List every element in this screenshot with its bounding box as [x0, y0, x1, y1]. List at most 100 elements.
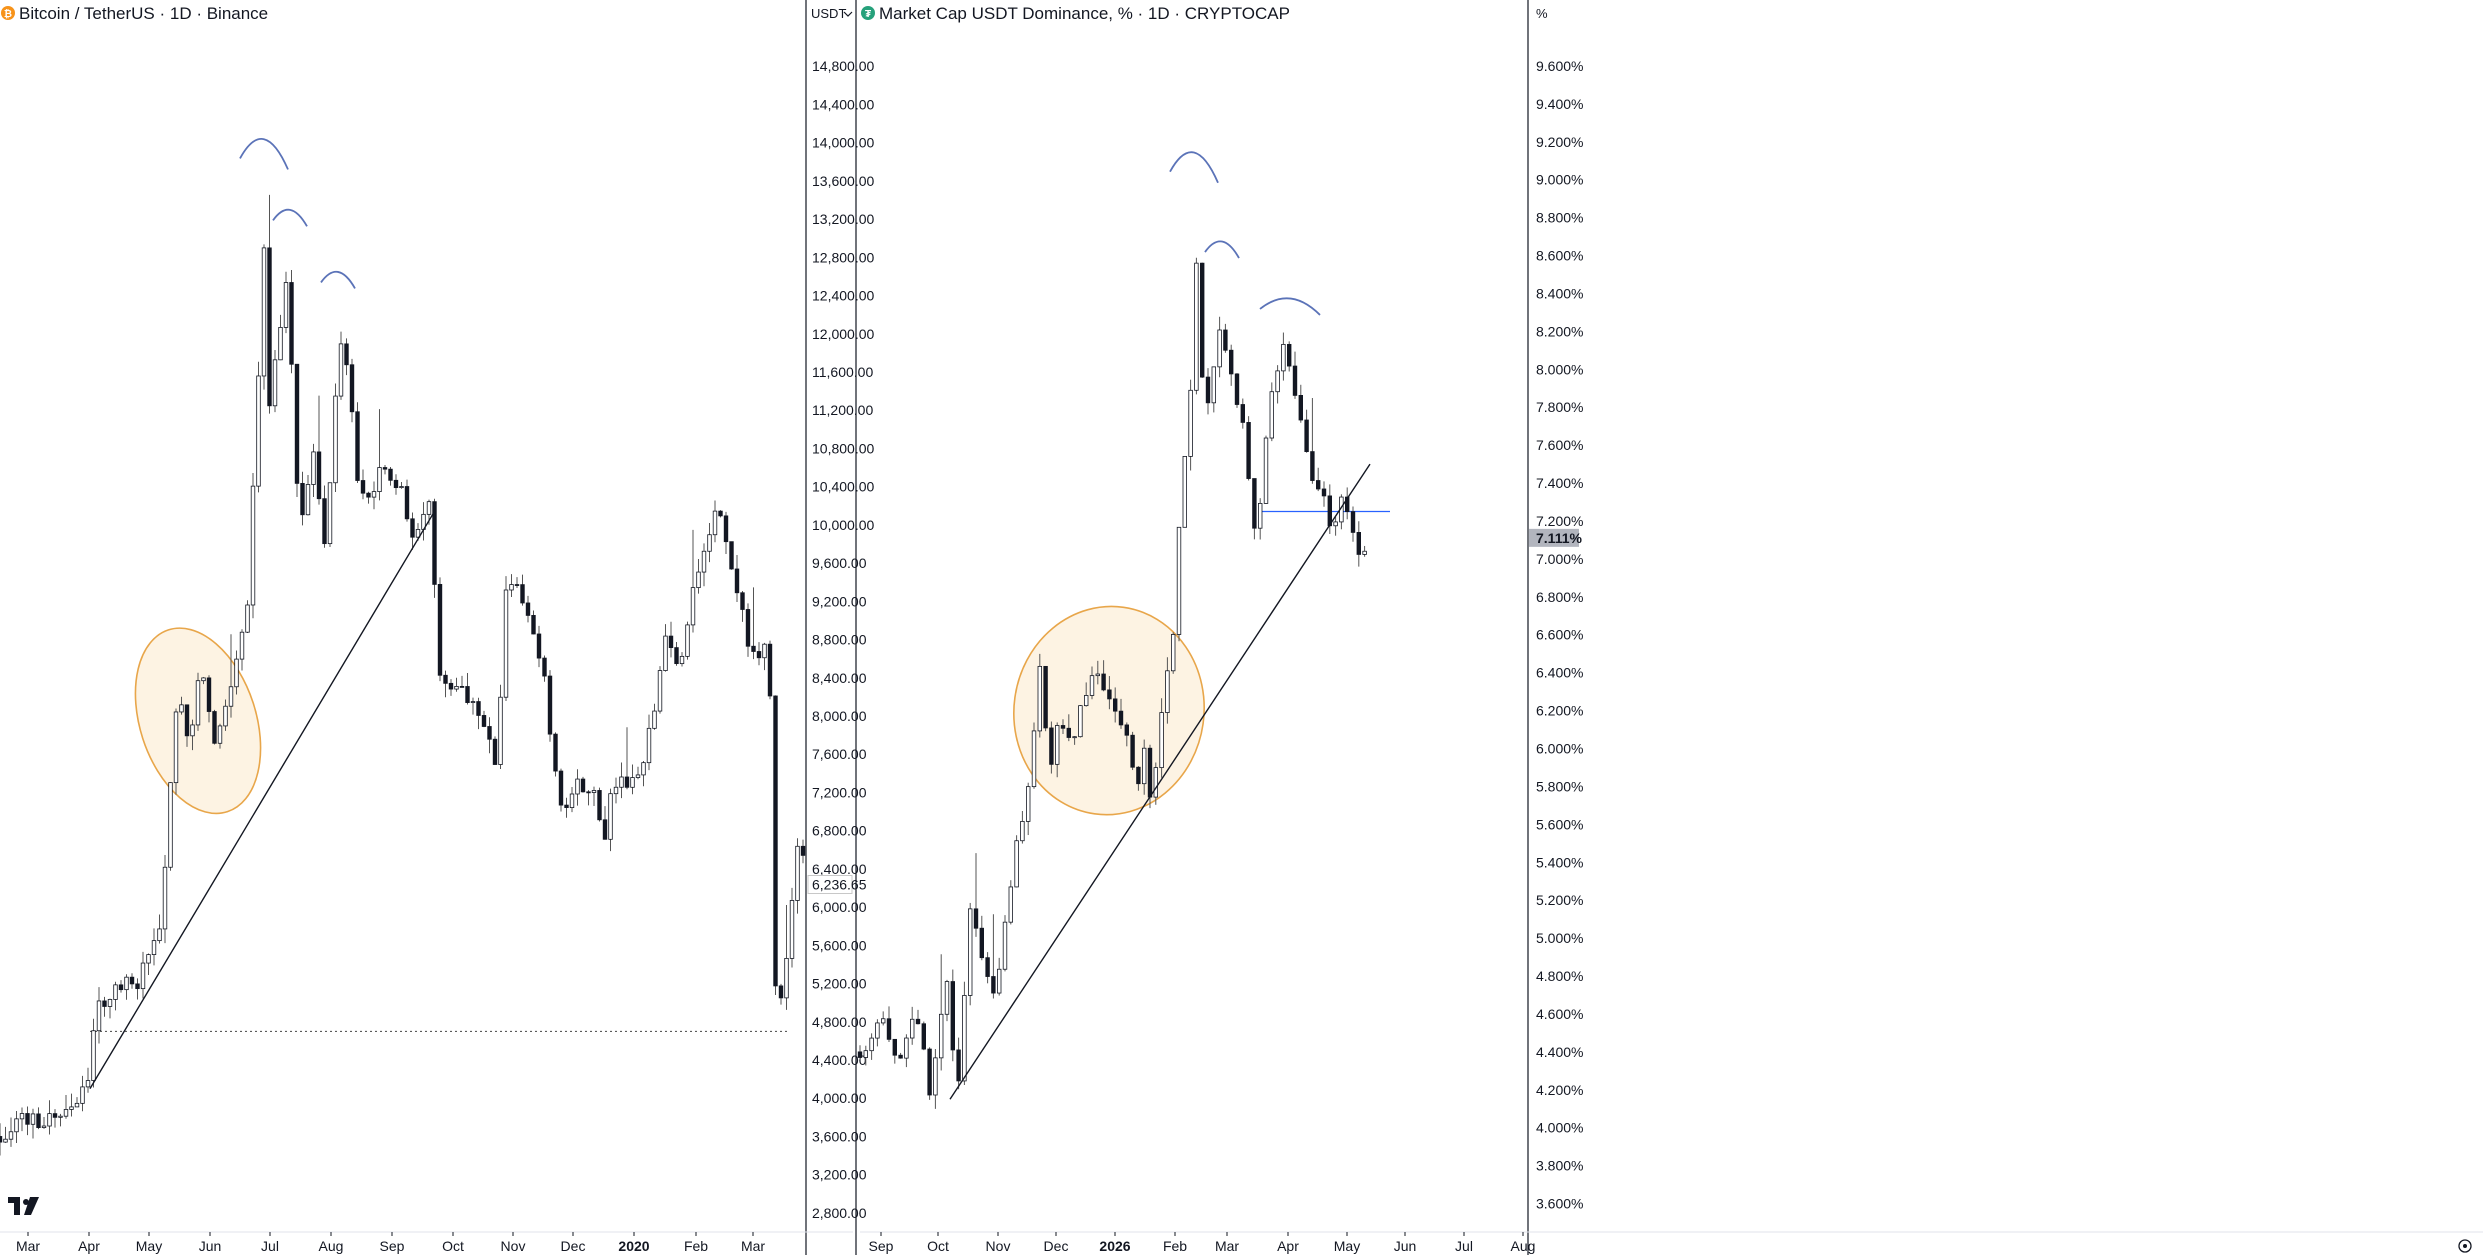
peak-arc[interactable] — [1169, 151, 1219, 184]
candle-body — [745, 609, 751, 647]
candle-body — [1147, 747, 1153, 798]
x-tick-label: Jul — [1455, 1238, 1473, 1254]
last-price-box — [1529, 528, 1579, 547]
peak-arc[interactable] — [272, 208, 308, 227]
gear-icon[interactable] — [2458, 1239, 2472, 1253]
candle-body — [1240, 404, 1245, 423]
candle-body — [1031, 730, 1037, 788]
candle-body — [921, 1023, 926, 1050]
y-tick-label: 12,000.00 — [812, 326, 874, 342]
y-tick-label: 6.800% — [1536, 589, 1583, 605]
candle-body — [1234, 373, 1240, 405]
candle-body — [289, 282, 294, 365]
chart-title[interactable]: Bitcoin / TetherUS · 1D · Binance — [19, 4, 268, 23]
candle-body — [718, 510, 723, 517]
candle-body — [1321, 488, 1327, 497]
usdt-dominance-chart-panel[interactable]: 3.600% 3.800% 4.000% 4.200% 4.400% 4.600% 4.80… — [857, 0, 2483, 1255]
candle-body — [784, 957, 789, 999]
candle-body — [1142, 747, 1147, 785]
candle-body — [564, 804, 569, 808]
highlight-ellipse[interactable] — [1000, 594, 1217, 827]
y-tick-label: 5,600.00 — [812, 937, 867, 953]
candle-body — [19, 1113, 25, 1120]
candle-body — [415, 529, 421, 538]
candle-body — [1124, 724, 1129, 736]
candle-body — [212, 711, 217, 744]
currency-unit[interactable]: USDT — [811, 6, 846, 21]
candle-body — [668, 635, 674, 649]
candle-body — [712, 510, 718, 536]
candle-body — [437, 584, 443, 676]
candle-body — [140, 962, 146, 990]
trendline[interactable] — [949, 463, 1371, 1100]
peak-arc[interactable] — [1259, 297, 1321, 316]
candle-body — [875, 1022, 880, 1039]
x-tick-label: Aug — [1511, 1238, 1536, 1254]
y-tick-label: 13,200.00 — [812, 211, 874, 227]
y-tick-label: 5.400% — [1536, 854, 1583, 870]
candle-body — [553, 733, 558, 772]
candle-body — [795, 845, 800, 901]
candle-body — [1327, 495, 1332, 527]
candle-body — [1107, 689, 1112, 700]
x-tick-label: May — [136, 1238, 162, 1254]
y-tick-label: 2,800.00 — [812, 1205, 867, 1221]
candle-body — [1246, 422, 1251, 479]
candle-body — [857, 1051, 863, 1058]
candle-body — [690, 587, 696, 626]
candle-body — [250, 485, 256, 606]
candle-body — [1287, 343, 1292, 367]
candle-body — [1205, 376, 1211, 404]
last-price-box — [807, 874, 853, 894]
candle-body — [927, 1048, 932, 1096]
peak-arc[interactable] — [320, 271, 356, 289]
y-tick-label: 4.200% — [1536, 1082, 1583, 1098]
candle-body — [426, 501, 432, 515]
candle-body — [69, 1106, 74, 1110]
candle-body — [228, 686, 234, 707]
candle-body — [514, 584, 520, 586]
candle-body — [327, 482, 333, 545]
candle-body — [300, 482, 305, 516]
y-tick-label: 14,800.00 — [812, 58, 874, 74]
y-tick-label: 5.800% — [1536, 778, 1583, 794]
peak-arc[interactable] — [1204, 240, 1240, 259]
chevron-down-icon[interactable] — [843, 11, 853, 17]
y-tick-label: 7.600% — [1536, 437, 1583, 453]
candle-body — [869, 1037, 874, 1052]
candle-body — [245, 604, 250, 633]
x-tick-label: Mar — [1215, 1238, 1239, 1254]
candle-body — [1304, 419, 1309, 452]
candle-body — [195, 680, 201, 726]
candle-body — [80, 1086, 85, 1104]
candle-body — [1089, 675, 1095, 696]
y-tick-label: 6.000% — [1536, 741, 1583, 757]
candle-body — [674, 647, 679, 665]
trendline[interactable] — [89, 510, 436, 1090]
x-tick-label: Feb — [684, 1238, 708, 1254]
y-tick-label: 3,200.00 — [812, 1167, 867, 1183]
candle-body — [892, 1038, 897, 1056]
y-tick-label: 9,200.00 — [812, 593, 867, 609]
y-tick-label: 4,800.00 — [812, 1014, 867, 1030]
last-price-label: 6,236.65 — [812, 876, 867, 892]
currency-unit[interactable]: % — [1536, 6, 1548, 21]
candle-body — [956, 1049, 961, 1082]
y-tick-label: 9.600% — [1536, 58, 1583, 74]
chart-title[interactable]: Market Cap USDT Dominance, % · 1D · CRYP… — [879, 4, 1290, 23]
candle-body — [707, 534, 712, 552]
candle-body — [366, 492, 371, 498]
peak-arc[interactable] — [239, 138, 289, 170]
candle-body — [1165, 670, 1170, 713]
candle-body — [432, 501, 437, 585]
candle-body — [1037, 665, 1042, 732]
candle-body — [382, 467, 388, 470]
btc-chart-panel[interactable]: 2,800.00 3,200.00 3,600.00 4,000.00 4,400.00… — [0, 0, 874, 1255]
candle-body — [503, 589, 509, 698]
candle-body — [898, 1054, 903, 1059]
candles — [0, 194, 806, 1156]
x-tick-label: Nov — [986, 1238, 1011, 1254]
candle-body — [168, 782, 173, 868]
x-tick-label: Jun — [199, 1238, 222, 1254]
candle-body — [630, 777, 635, 788]
